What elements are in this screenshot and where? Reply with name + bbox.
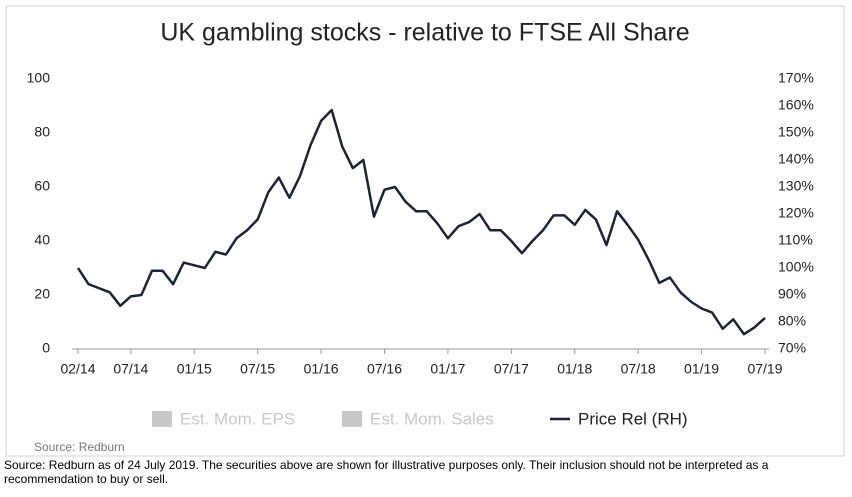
y-tick-label: 100 [27,70,51,86]
y-tick-label: 20 [34,286,50,302]
x-tick-label: 01/18 [557,361,592,377]
x-tick-label: 01/19 [684,361,719,377]
x-tick-label: 07/16 [367,361,402,377]
x-tick-label: 07/15 [240,361,275,377]
y-tick-label: 60 [34,178,50,194]
y2-tick-label: 110% [778,232,813,248]
y2-tick-label: 140% [778,151,814,167]
legend-swatch [152,411,172,427]
legend-label: Est. Mom. Sales [370,409,494,428]
y2-tick-label: 160% [778,97,814,113]
legend-swatch [342,411,362,427]
y-tick-label: 0 [42,340,50,356]
x-tick-label: 07/19 [747,361,782,377]
y2-tick-label: 130% [778,178,814,194]
footnote-box: Source: Redburn as of 24 July 2019. The … [4,458,769,486]
y-tick-label: 40 [34,232,50,248]
y2-tick-label: 70% [778,340,806,356]
legend-label: Price Rel (RH) [578,409,688,428]
source: Source: Redburn [34,440,125,454]
x-tick-label: 01/15 [177,361,212,377]
chart-title: UK gambling stocks - relative to FTSE Al… [160,19,689,47]
y-tick-label: 80 [34,124,50,140]
x-tick-label: 07/14 [113,361,148,377]
y2-tick-label: 80% [778,313,806,329]
y2-tick-label: 150% [778,124,814,140]
y2-tick-label: 170% [778,70,814,86]
chart-frame [5,5,845,457]
y2-tick-label: 90% [778,286,806,302]
x-tick-label: 07/17 [494,361,529,377]
footnote: Source: Redburn as of 24 July 2019. The … [4,458,769,486]
y2-tick-label: 100% [778,259,814,275]
y2-tick-label: 120% [778,205,814,221]
legend-label: Est. Mom. EPS [180,409,295,428]
x-tick-label: 07/18 [621,361,656,377]
x-tick-label: 02/14 [60,361,95,377]
x-tick-label: 01/17 [430,361,465,377]
x-tick-label: 01/16 [304,361,339,377]
price-line [76,108,766,336]
